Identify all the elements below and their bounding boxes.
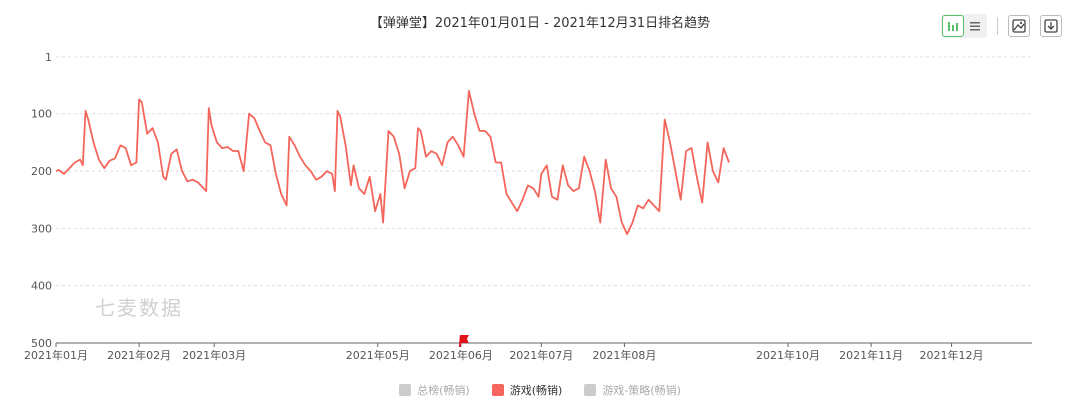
x-tick-label: 2021年11月 bbox=[839, 348, 903, 362]
x-axis: 2021年01月 2021年02月 2021年03月 2021年05月 2021年06月… bbox=[24, 342, 1032, 362]
x-tick-label: 2021年05月 bbox=[346, 348, 410, 362]
x-tick-label: 2021年10月 bbox=[756, 348, 820, 362]
x-tick-label: 2021年08月 bbox=[592, 348, 656, 362]
legend-item[interactable]: 总榜(畅销) bbox=[399, 382, 470, 398]
x-tick-label: 2021年03月 bbox=[182, 348, 246, 362]
y-tick-label: 500 bbox=[31, 337, 52, 350]
grid-lines bbox=[56, 56, 1032, 287]
legend-label: 游戏-策略(畅销) bbox=[602, 384, 681, 397]
event-flag-icon[interactable] bbox=[458, 335, 469, 347]
legend: 总榜(畅销) 游戏(畅销) 游戏-策略(畅销) bbox=[0, 382, 1080, 398]
x-tick-label: 2021年02月 bbox=[107, 348, 171, 362]
list-icon[interactable] bbox=[964, 15, 986, 37]
y-tick-label: 300 bbox=[31, 222, 52, 235]
download-icon[interactable] bbox=[1040, 15, 1062, 37]
x-tick-label: 2021年07月 bbox=[509, 348, 573, 362]
legend-item[interactable]: 游戏(畅销) bbox=[491, 382, 563, 398]
y-tick-label: 1 bbox=[45, 51, 52, 64]
chart-toolbar bbox=[941, 14, 1062, 38]
legend-label: 游戏(畅销) bbox=[509, 384, 563, 397]
x-tick-label: 2021年06月 bbox=[429, 348, 493, 362]
legend-label: 总榜(畅销) bbox=[417, 384, 470, 397]
chart-type-toggle[interactable] bbox=[941, 14, 987, 38]
x-tick-label: 2021年12月 bbox=[920, 348, 984, 362]
legend-item[interactable]: 游戏-策略(畅销) bbox=[584, 382, 681, 398]
legend-swatch bbox=[399, 384, 412, 396]
image-icon[interactable] bbox=[1008, 15, 1030, 37]
y-tick-label: 400 bbox=[31, 280, 52, 293]
legend-swatch bbox=[491, 384, 504, 396]
x-tick-label: 2021年01月 bbox=[24, 348, 88, 362]
y-tick-label: 100 bbox=[31, 108, 52, 121]
chart-title: 【弹弹堂】2021年01月01日 - 2021年12月31日排名趋势 bbox=[369, 16, 711, 31]
bar-chart-icon[interactable] bbox=[942, 15, 964, 37]
y-axis: 1 100 200 300 400 500 bbox=[31, 51, 52, 350]
y-tick-label: 200 bbox=[31, 165, 52, 178]
legend-swatch bbox=[584, 384, 597, 396]
series-line[interactable] bbox=[55, 89, 730, 236]
toolbar-divider bbox=[997, 17, 998, 35]
watermark: 七麦数据 bbox=[95, 296, 183, 320]
series-lines bbox=[55, 89, 730, 236]
marker-layer bbox=[458, 335, 469, 347]
